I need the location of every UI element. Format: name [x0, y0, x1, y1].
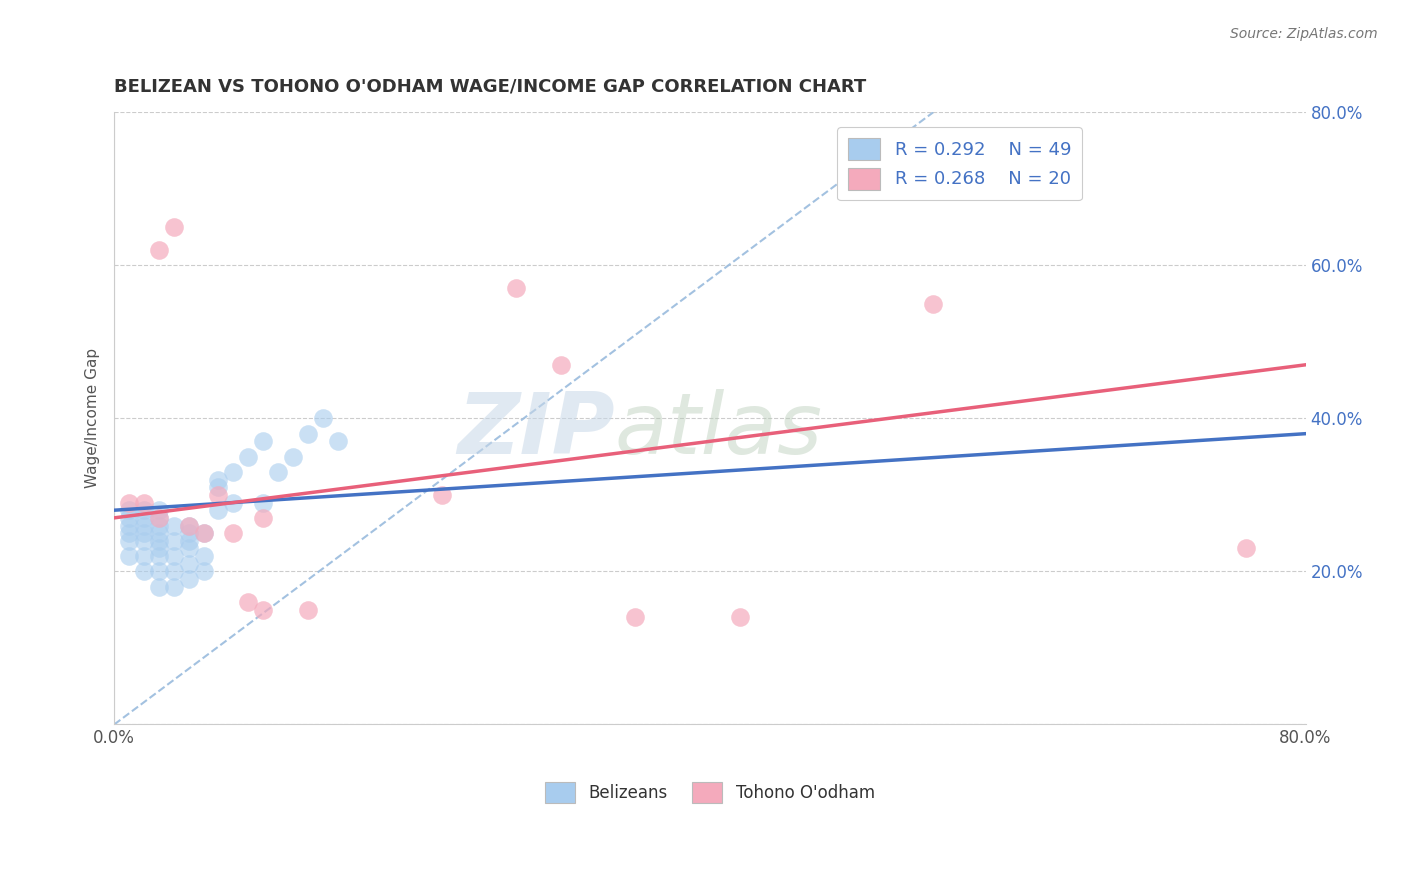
Point — [148, 565, 170, 579]
Point — [163, 580, 186, 594]
Point — [132, 526, 155, 541]
Point — [922, 296, 945, 310]
Point — [118, 518, 141, 533]
Point — [148, 549, 170, 563]
Point — [1234, 541, 1257, 556]
Point — [177, 533, 200, 548]
Point — [193, 526, 215, 541]
Point — [177, 572, 200, 586]
Point — [238, 595, 260, 609]
Point — [118, 495, 141, 509]
Text: Source: ZipAtlas.com: Source: ZipAtlas.com — [1230, 27, 1378, 41]
Point — [177, 518, 200, 533]
Point — [297, 426, 319, 441]
Point — [148, 511, 170, 525]
Point — [207, 480, 229, 494]
Point — [222, 495, 245, 509]
Point — [177, 526, 200, 541]
Point — [148, 526, 170, 541]
Point — [118, 503, 141, 517]
Point — [252, 495, 274, 509]
Point — [193, 526, 215, 541]
Point — [326, 434, 349, 449]
Point — [177, 557, 200, 571]
Point — [132, 565, 155, 579]
Point — [132, 549, 155, 563]
Point — [132, 518, 155, 533]
Point — [132, 503, 155, 517]
Point — [207, 488, 229, 502]
Point — [550, 358, 572, 372]
Point — [148, 533, 170, 548]
Point — [177, 518, 200, 533]
Point — [148, 580, 170, 594]
Point — [177, 541, 200, 556]
Point — [132, 495, 155, 509]
Point — [222, 465, 245, 479]
Point — [163, 518, 186, 533]
Point — [207, 503, 229, 517]
Text: atlas: atlas — [614, 389, 823, 472]
Point — [163, 533, 186, 548]
Point — [163, 220, 186, 235]
Point — [430, 488, 453, 502]
Point — [193, 565, 215, 579]
Point — [118, 549, 141, 563]
Point — [118, 526, 141, 541]
Point — [238, 450, 260, 464]
Point — [624, 610, 647, 624]
Point — [252, 511, 274, 525]
Point — [728, 610, 751, 624]
Point — [207, 473, 229, 487]
Y-axis label: Wage/Income Gap: Wage/Income Gap — [86, 348, 100, 489]
Point — [311, 411, 333, 425]
Point — [267, 465, 290, 479]
Point — [132, 511, 155, 525]
Point — [118, 533, 141, 548]
Point — [148, 511, 170, 525]
Text: BELIZEAN VS TOHONO O'ODHAM WAGE/INCOME GAP CORRELATION CHART: BELIZEAN VS TOHONO O'ODHAM WAGE/INCOME G… — [114, 78, 866, 95]
Point — [297, 603, 319, 617]
Point — [281, 450, 304, 464]
Point — [132, 533, 155, 548]
Point — [505, 281, 527, 295]
Point — [148, 541, 170, 556]
Point — [252, 434, 274, 449]
Point — [252, 603, 274, 617]
Point — [163, 549, 186, 563]
Legend: Belizeans, Tohono O'odham: Belizeans, Tohono O'odham — [538, 776, 882, 809]
Point — [148, 243, 170, 257]
Text: ZIP: ZIP — [457, 389, 614, 472]
Point — [148, 503, 170, 517]
Point — [118, 511, 141, 525]
Point — [163, 565, 186, 579]
Point — [148, 518, 170, 533]
Point — [222, 526, 245, 541]
Point — [193, 549, 215, 563]
